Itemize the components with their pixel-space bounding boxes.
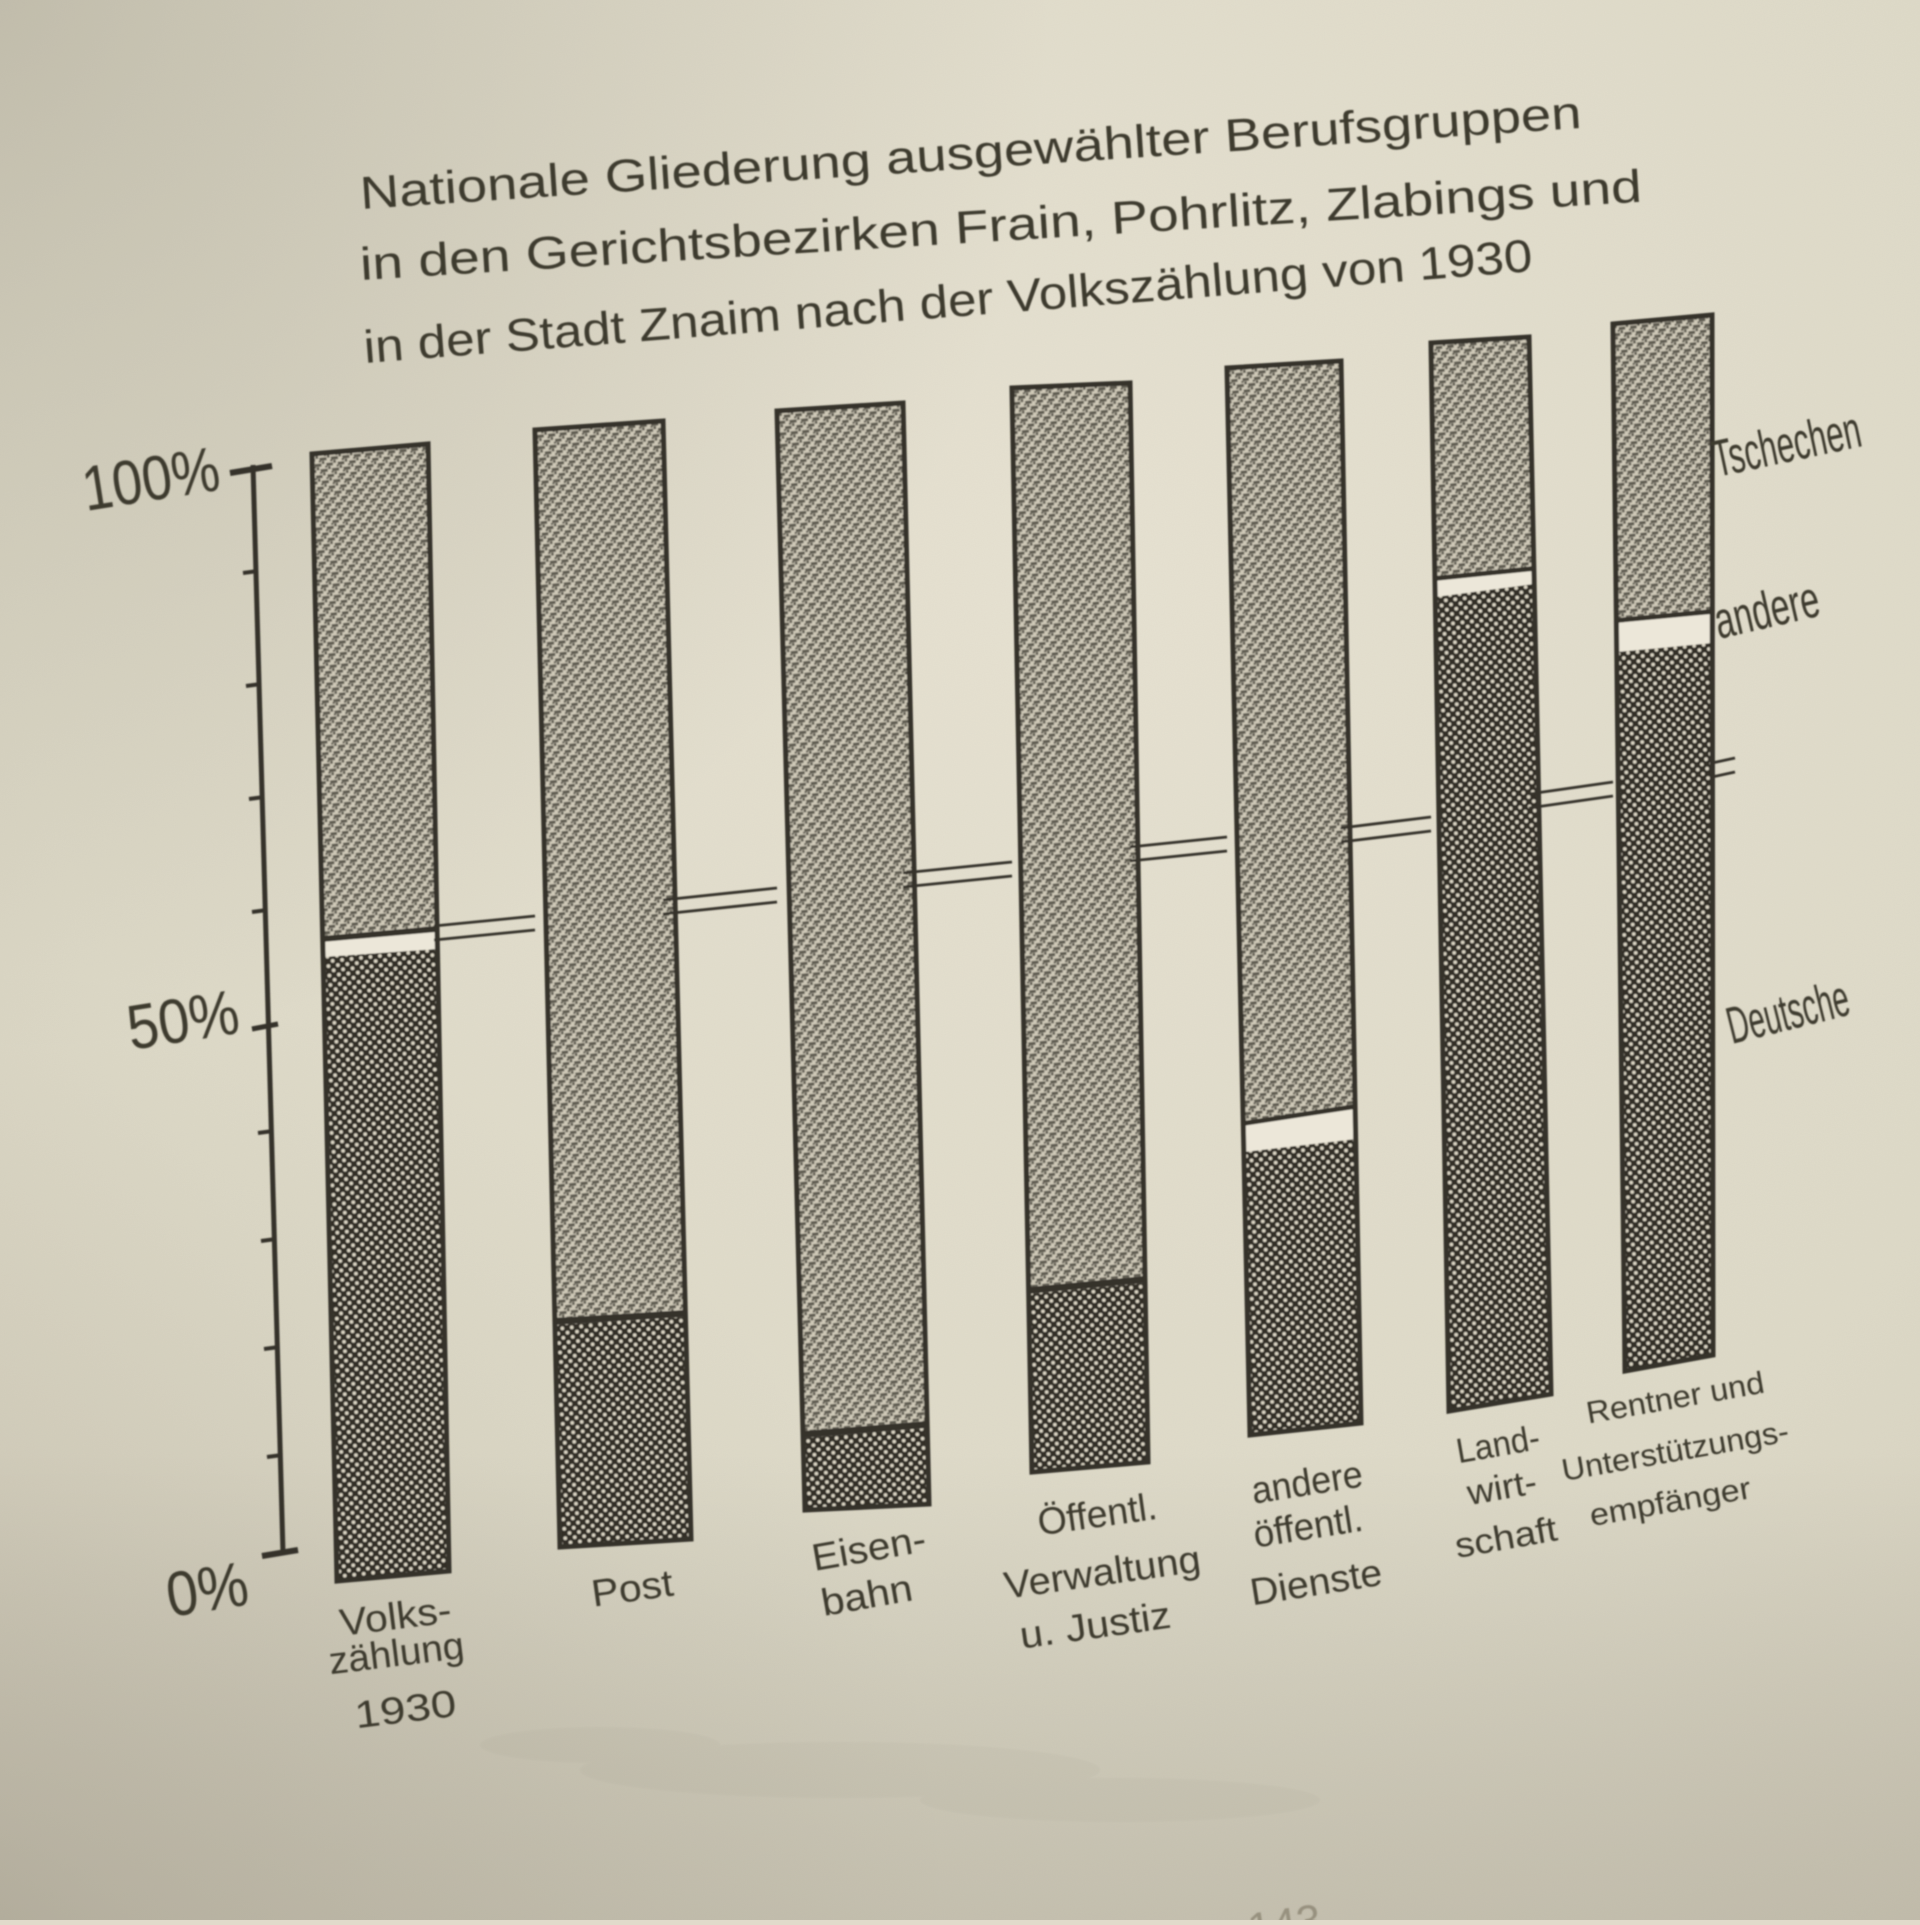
svg-text:0%: 0% — [161, 1549, 253, 1631]
svg-text:50%: 50% — [122, 977, 244, 1064]
